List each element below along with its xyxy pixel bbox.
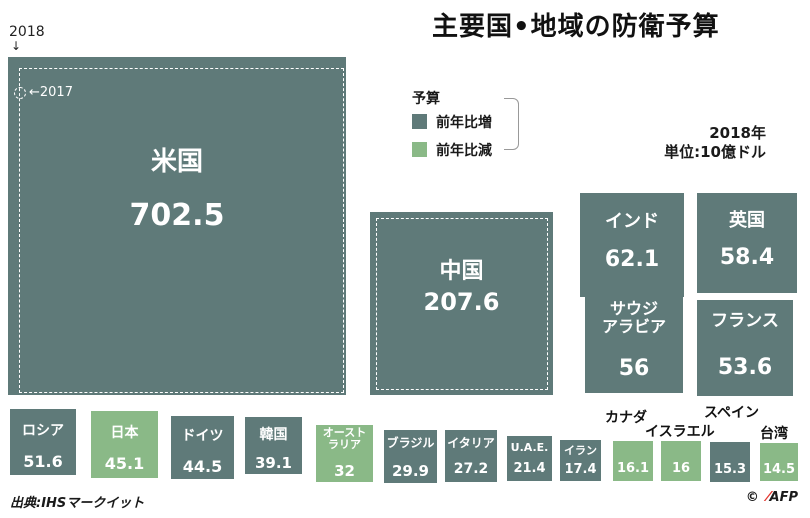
country-square: サウジ アラビア 56 xyxy=(585,295,683,393)
legend-increase-label: 前年比増 xyxy=(436,115,492,131)
country-value: 16.1 xyxy=(616,461,650,476)
prior-year-dot-icon xyxy=(14,87,26,99)
country-name: イタリア xyxy=(447,436,495,450)
country-name: ドイツ xyxy=(181,428,224,444)
country-name: ロシア xyxy=(22,423,64,439)
country-square: 14.5 xyxy=(760,443,798,481)
country-name: イスラエル xyxy=(645,424,715,440)
country-name: サウジ アラビア xyxy=(601,299,666,336)
country-square: オースト ラリア 32 xyxy=(316,425,373,482)
country-square: 日本 45.1 xyxy=(91,411,158,478)
country-name: カナダ xyxy=(605,410,647,426)
country-square: 英国 58.4 xyxy=(697,193,797,293)
country-square: 16 xyxy=(661,441,701,481)
country-name: スペイン xyxy=(704,405,760,421)
down-arrow-icon: ↓ xyxy=(11,39,22,53)
country-square: ブラジル 29.9 xyxy=(384,430,437,483)
legend-decrease-label: 前年比減 xyxy=(436,143,492,159)
country-value: 39.1 xyxy=(254,454,292,472)
country-value: 32 xyxy=(334,462,355,480)
country-square: イラン 17.4 xyxy=(560,440,601,481)
prior-year-label: ←2017 xyxy=(29,85,73,100)
country-value: 207.6 xyxy=(423,288,500,316)
country-value: 58.4 xyxy=(719,245,775,270)
legend-bracket xyxy=(504,98,519,150)
unit-year: 2018年 xyxy=(709,124,766,142)
country-name: イラン xyxy=(564,444,597,457)
legend-increase-swatch xyxy=(412,114,427,129)
legend: 予算 前年比増 前年比減 xyxy=(408,88,520,159)
country-name: U.A.E. xyxy=(510,441,549,454)
country-square: ←2017 米国 702.5 xyxy=(8,57,346,395)
country-value: 62.1 xyxy=(604,247,660,272)
country-value: 702.5 xyxy=(129,198,225,233)
country-square: 中国 207.6 xyxy=(370,212,553,395)
country-name: 韓国 xyxy=(259,427,288,443)
country-value: 16 xyxy=(671,461,691,476)
afp-logo: ⁄AFP xyxy=(767,490,798,505)
country-value: 51.6 xyxy=(23,452,63,471)
year-2018-marker: 2018 xyxy=(9,24,45,40)
country-name: 英国 xyxy=(729,210,765,231)
country-square: フランス 53.6 xyxy=(697,300,793,396)
unit-note: 2018年 単位:10億ドル xyxy=(664,124,766,162)
legend-title: 予算 xyxy=(412,91,440,107)
country-square: 15.3 xyxy=(710,442,750,482)
country-value: 44.5 xyxy=(182,457,223,476)
country-name: ブラジル xyxy=(386,436,435,450)
country-value: 45.1 xyxy=(104,454,145,473)
unit-label: 単位:10億ドル xyxy=(664,143,766,161)
country-name: 米国 xyxy=(150,147,203,177)
prior-year-outline xyxy=(376,218,548,390)
country-value: 17.4 xyxy=(564,462,597,477)
country-name: 日本 xyxy=(110,425,139,441)
country-square: イタリア 27.2 xyxy=(445,430,497,482)
chart-title: 主要国•地域の防衛予算 xyxy=(432,12,720,42)
country-square: 16.1 xyxy=(613,441,653,481)
country-square: インド 62.1 xyxy=(580,193,684,297)
credit: © ⁄AFP xyxy=(746,490,798,505)
country-square: U.A.E. 21.4 xyxy=(507,436,552,481)
country-value: 14.5 xyxy=(762,462,796,477)
country-name: フランス xyxy=(711,311,779,331)
country-name: 中国 xyxy=(439,259,484,284)
country-value: 56 xyxy=(618,356,650,381)
country-square: ロシア 51.6 xyxy=(10,409,76,475)
country-square: 韓国 39.1 xyxy=(245,417,302,474)
country-value: 15.3 xyxy=(713,462,747,477)
country-value: 53.6 xyxy=(717,355,773,380)
country-name: インド xyxy=(605,211,659,232)
country-square: ドイツ 44.5 xyxy=(171,416,234,479)
source-note: 出典:IHSマークイット xyxy=(10,496,145,511)
country-name: オースト ラリア xyxy=(322,426,367,452)
copyright-symbol: © xyxy=(745,490,759,505)
country-value: 29.9 xyxy=(391,462,429,480)
prior-year-outline xyxy=(19,68,344,393)
country-name: 台湾 xyxy=(760,426,788,442)
country-value: 27.2 xyxy=(453,461,489,477)
country-value: 21.4 xyxy=(513,461,546,476)
legend-decrease-swatch xyxy=(412,142,427,157)
